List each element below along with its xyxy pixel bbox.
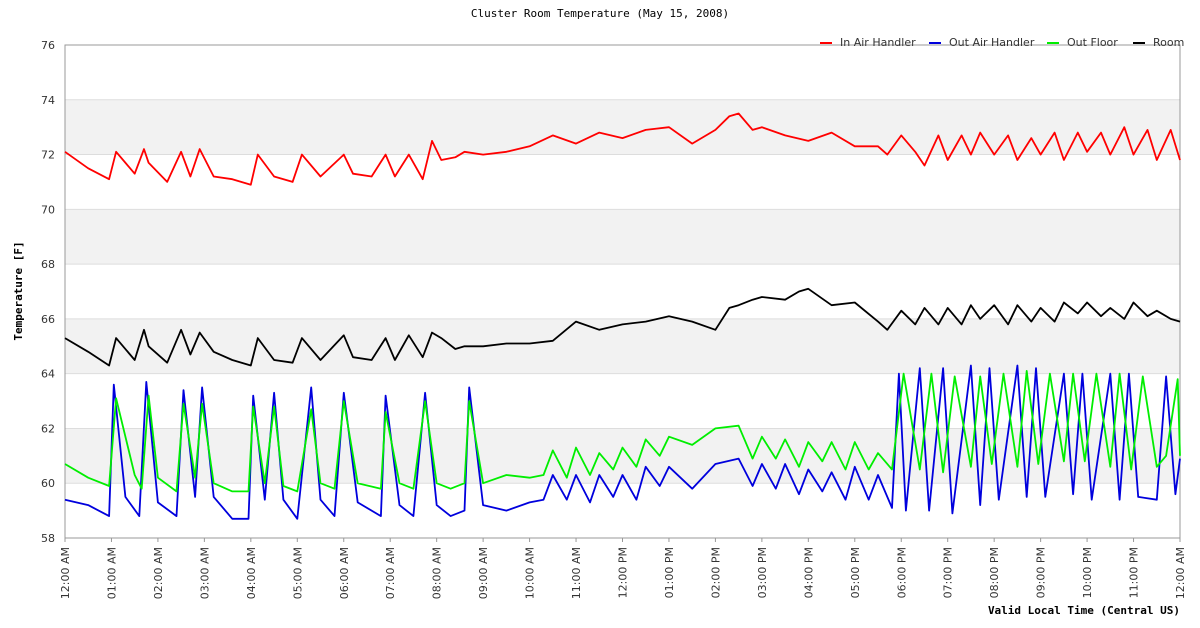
x-tick-label: 01:00 PM <box>663 547 676 598</box>
y-axis-label: Temperature [F] <box>12 241 25 340</box>
x-tick-label: 11:00 PM <box>1128 547 1141 598</box>
x-tick-label: 04:00 AM <box>245 547 258 599</box>
x-tick-label: 09:00 PM <box>1035 547 1048 598</box>
x-tick-label: 06:00 PM <box>895 547 908 598</box>
x-tick-label: 11:00 AM <box>570 547 583 599</box>
grid-band <box>65 209 1180 265</box>
x-tick-label: 12:00 PM <box>617 547 630 598</box>
x-tick-label: 08:00 PM <box>988 547 1001 598</box>
y-tick-label: 68 <box>41 258 55 271</box>
y-tick-label: 60 <box>41 477 55 490</box>
series-line-out-air-handler <box>64 364 1181 520</box>
x-tick-label: 12:00 AM <box>1174 547 1187 599</box>
x-tick-label: 10:00 AM <box>524 547 537 599</box>
x-tick-label: 09:00 AM <box>477 547 490 599</box>
y-tick-label: 72 <box>41 149 55 162</box>
legend: In Air Handler Out Air Handler Out Floor Ro… <box>820 36 1184 49</box>
x-tick-label: 07:00 AM <box>384 547 397 599</box>
y-tick-label: 74 <box>41 94 55 107</box>
legend-label-room: Room <box>1153 36 1184 49</box>
legend-label-in-air-handler: In Air Handler <box>840 36 916 49</box>
x-tick-label: 04:00 PM <box>802 547 815 598</box>
legend-label-out-air-handler: Out Air Handler <box>949 36 1035 49</box>
x-tick-label: 10:00 PM <box>1081 547 1094 598</box>
series-lines <box>64 112 1181 520</box>
x-tick-label: 03:00 AM <box>198 547 211 599</box>
x-axis-label: Valid Local Time (Central US) <box>988 604 1180 617</box>
x-tick-label: 07:00 PM <box>942 547 955 598</box>
y-axis-ticks: 58 60 62 64 66 68 70 72 74 76 <box>41 39 55 545</box>
y-tick-label: 76 <box>41 39 55 52</box>
y-tick-label: 58 <box>41 532 55 545</box>
x-tick-label: 02:00 PM <box>709 547 722 598</box>
series-line-in-air-handler <box>64 112 1181 186</box>
x-tick-label: 06:00 AM <box>338 547 351 599</box>
chart-title: Cluster Room Temperature (May 15, 2008) <box>471 7 729 20</box>
x-tick-label: 12:00 AM <box>59 547 72 599</box>
x-tick-label: 01:00 AM <box>105 547 118 599</box>
grid-bands <box>65 99 1180 484</box>
series-line-room <box>64 287 1181 367</box>
x-axis-ticks: 12:00 AM 01:00 AM 02:00 AM 03:00 AM 04:00 AM… <box>59 538 1187 599</box>
series-line-out-floor <box>64 370 1181 493</box>
grid-band <box>65 99 1180 155</box>
grid-band <box>65 318 1180 374</box>
y-tick-label: 64 <box>41 368 55 381</box>
x-tick-label: 02:00 AM <box>152 547 165 599</box>
x-tick-label: 08:00 AM <box>431 547 444 599</box>
y-tick-label: 70 <box>41 203 55 216</box>
y-tick-label: 66 <box>41 313 55 326</box>
y-tick-label: 62 <box>41 422 55 435</box>
x-tick-label: 05:00 PM <box>849 547 862 598</box>
x-tick-label: 03:00 PM <box>756 547 769 598</box>
x-tick-label: 05:00 AM <box>291 547 304 599</box>
legend-label-out-floor: Out Floor <box>1067 36 1118 49</box>
